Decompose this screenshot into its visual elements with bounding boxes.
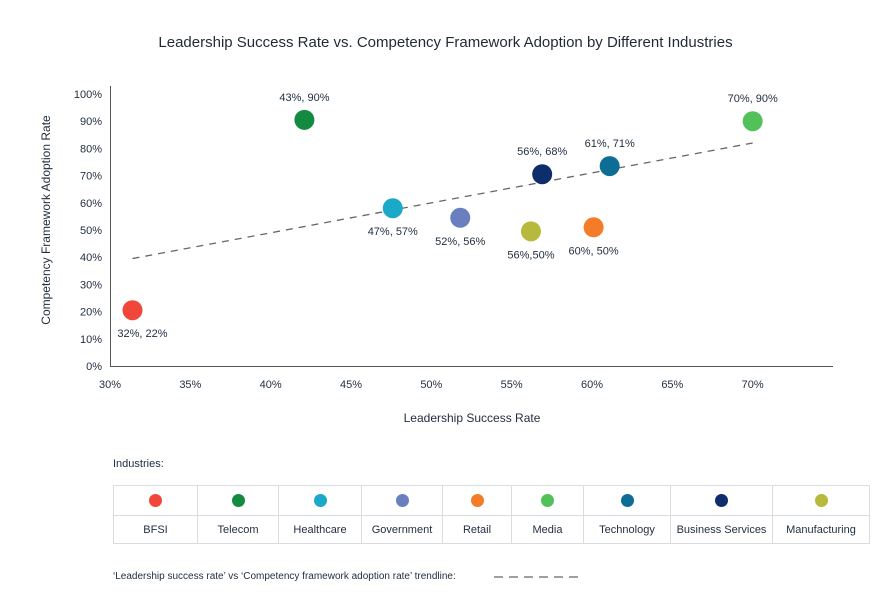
x-tick-label: 70% <box>742 379 764 391</box>
point-technology <box>599 156 620 177</box>
legend-dot-government <box>395 494 409 507</box>
data-label: 47%, 57% <box>368 226 418 238</box>
data-label: 61%, 71% <box>585 138 635 150</box>
legend-swatch-cell <box>772 485 870 516</box>
legend-swatch-cell <box>511 485 584 516</box>
point-government <box>450 207 471 228</box>
legend-dot-media <box>541 494 554 507</box>
data-label: 56%, 68% <box>517 146 567 158</box>
y-axis-title: Competency Framework Adoption Rate <box>39 115 53 325</box>
x-tick-label: 45% <box>340 379 362 391</box>
point-healthcare <box>382 198 403 219</box>
legend-label: Retail <box>442 515 512 544</box>
axes: 30% 35% 40% 45% 50% 55% 60% 65% 70% 0% 10% 20% 30% 40… <box>39 86 833 425</box>
y-tick-label: 60% <box>80 198 102 210</box>
point-manufacturing <box>520 221 541 242</box>
data-label: 70%, 90% <box>728 93 778 105</box>
x-tick-label: 50% <box>420 379 442 391</box>
legend-swatch-cell <box>361 485 443 516</box>
legend-label: Healthcare <box>278 515 362 544</box>
y-tick-label: 0% <box>86 361 102 373</box>
y-tick-label: 50% <box>80 225 102 237</box>
legend-swatch-cell <box>197 485 279 516</box>
y-tick-label: 40% <box>80 252 102 264</box>
point-telecom <box>294 109 315 130</box>
data-label: 52%, 56% <box>435 236 485 248</box>
legend-dots-row <box>113 485 870 516</box>
legend-label: Manufacturing <box>772 515 870 544</box>
y-tick-label: 10% <box>80 334 102 346</box>
legend-label: Government <box>361 515 443 544</box>
point-media <box>742 111 763 132</box>
x-tick-label: 35% <box>179 379 201 391</box>
legend-swatch-cell <box>583 485 671 516</box>
x-tick-label: 55% <box>501 379 523 391</box>
legend-names-row: BFSI Telecom Healthcare Government Retail Med… <box>113 515 870 544</box>
legend-dot-business-services <box>715 494 728 507</box>
trendline-layer <box>132 142 753 260</box>
x-tick-label: 40% <box>260 379 282 391</box>
point-business-services <box>532 164 553 185</box>
legend-dot-telecom <box>231 494 245 507</box>
y-tick-label: 100% <box>74 89 102 101</box>
y-tick-label: 90% <box>80 116 102 128</box>
legend-dot-technology <box>620 494 634 507</box>
legend-swatch-cell <box>670 485 773 516</box>
data-label: 60%, 50% <box>569 245 619 257</box>
y-tick-label: 70% <box>80 171 102 183</box>
legend-label: Business Services <box>670 515 773 544</box>
trendline-sample <box>494 576 584 578</box>
legend-label: Media <box>511 515 584 544</box>
y-tick-label: 20% <box>80 307 102 319</box>
data-label: 32%, 22% <box>117 328 167 340</box>
trendline <box>132 142 753 260</box>
legend-dot-bfsi <box>149 494 162 507</box>
point-retail <box>583 217 604 238</box>
legend-swatch-cell <box>113 485 198 516</box>
x-axis-title: Leadership Success Rate <box>404 411 541 425</box>
legend-label: BFSI <box>113 515 198 544</box>
y-tick-label: 80% <box>80 143 102 155</box>
x-tick-label: 30% <box>99 379 121 391</box>
legend-heading: Industries: <box>113 458 164 470</box>
scatter-plot: 30% 35% 40% 45% 50% 55% 60% 65% 70% 0% 10% 20% 30% 40… <box>39 86 833 425</box>
legend-label: Telecom <box>197 515 279 544</box>
legend-swatch-cell <box>278 485 362 516</box>
data-label: 43%, 90% <box>279 92 329 104</box>
trendline-caption: ‘Leadership success rate’ vs ‘Competency… <box>113 571 456 582</box>
y-tick-label: 30% <box>80 279 102 291</box>
x-tick-label: 65% <box>661 379 683 391</box>
legend-dot-manufacturing <box>814 494 828 507</box>
chart-title: Leadership Success Rate vs. Competency F… <box>158 34 733 51</box>
legend-dot-healthcare <box>313 494 327 507</box>
point-bfsi <box>122 300 143 321</box>
x-tick-label: 60% <box>581 379 603 391</box>
legend-swatch-cell <box>442 485 512 516</box>
data-label: 56%,50% <box>507 249 554 261</box>
legend-dot-retail <box>470 494 484 507</box>
legend-table: BFSI Telecom Healthcare Government Retail Med… <box>113 485 870 544</box>
legend-label: Technology <box>583 515 671 544</box>
points-layer: 32%, 22% 43%, 90% 47%, 57% 52%, 56% 60%, 50%… <box>117 92 778 340</box>
